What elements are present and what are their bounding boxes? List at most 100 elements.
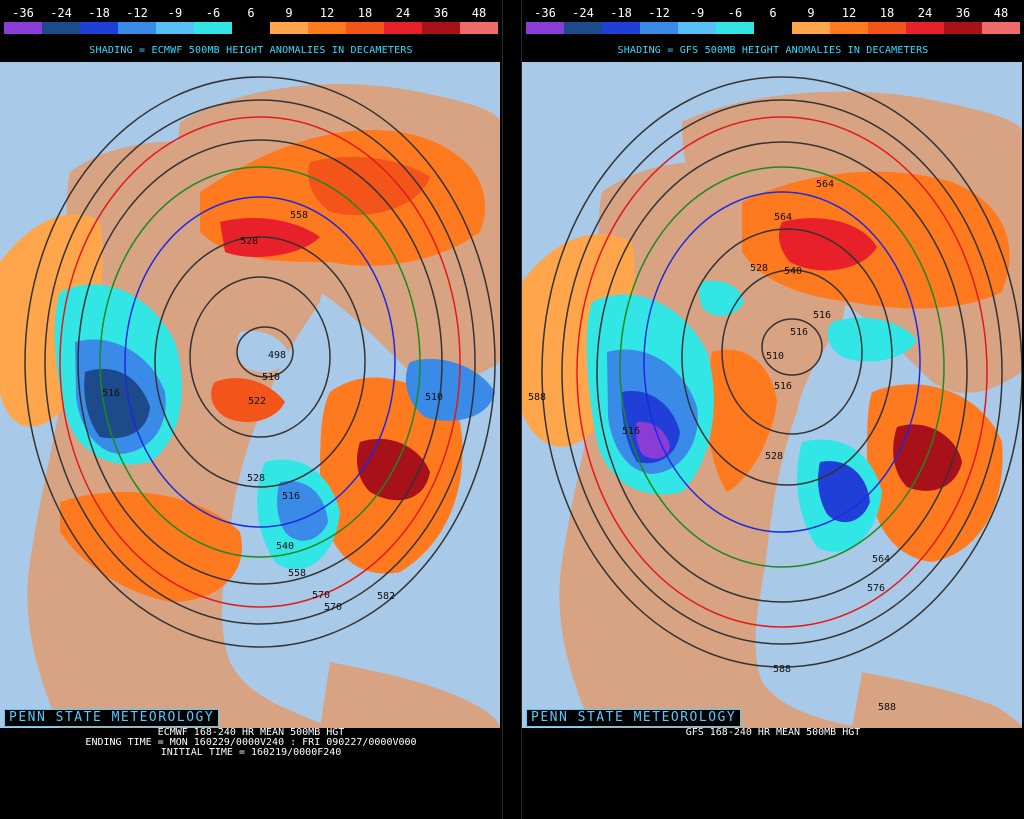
colorbar-label: 9: [285, 6, 293, 20]
ecmwf-panel: -36 -24 -18 -12 -9 -6 6 9 12 18 24 36 48…: [0, 0, 502, 819]
positive-anomaly-north-east: [308, 157, 430, 216]
south-america-land: [852, 672, 1022, 728]
colorbar-label: -36: [12, 6, 34, 20]
contour-line: [24, 76, 496, 648]
contour-label: 510: [425, 392, 443, 403]
contour-label: 540: [276, 541, 294, 552]
colorbar-label: -6: [727, 6, 743, 20]
contour-line: [721, 269, 863, 435]
contour-label: 510: [262, 372, 280, 383]
footer-line: ECMWF 168-240 HR MEAN 500MB HGT: [157, 727, 345, 738]
colorbar-swatch: [678, 22, 716, 34]
colorbar-label: -9: [167, 6, 183, 20]
colorbar-swatch: [830, 22, 868, 34]
negative-anomaly-south-core: [818, 461, 870, 523]
contour-line: [596, 141, 968, 603]
colorbar-swatch: [42, 22, 80, 34]
contour-line: [561, 99, 1003, 645]
colorbar-swatch: [4, 22, 42, 34]
contour-line: [236, 326, 294, 378]
colorbar-swatch: [384, 22, 422, 34]
ecmwf-anomaly-map: 558 528 510 498 522 516 528 516 582 570 …: [0, 62, 500, 728]
contour-label: 516: [790, 327, 808, 338]
contour-line: [77, 139, 443, 585]
colorbar-label: -36: [534, 6, 556, 20]
contour-label: 558: [290, 210, 308, 221]
colorbar-swatch: [944, 22, 982, 34]
colorbar-label: 18: [879, 6, 895, 20]
colorbar-swatch: [640, 22, 678, 34]
colorbar-label: 12: [841, 6, 857, 20]
colorbar-label: 12: [319, 6, 335, 20]
colorbar-swatch: [602, 22, 640, 34]
height-contours: [24, 76, 496, 648]
footer-line: GFS 168-240 HR MEAN 500MB HGT: [685, 727, 861, 738]
positive-anomaly-atlantic-core: [893, 424, 962, 491]
colorbar-label: 9: [807, 6, 815, 20]
contour-label: 528: [240, 236, 258, 247]
colorbar-label: -12: [648, 6, 670, 20]
contour-label: 588: [528, 392, 546, 403]
contour-540-line: [619, 166, 945, 568]
footer-line: INITIAL TIME = 160219/0000F240: [160, 747, 342, 758]
contour-label: 570: [324, 602, 342, 613]
south-america-land: [320, 662, 500, 728]
negative-anomaly-pole: [236, 330, 290, 373]
negative-anomaly-west-deep: [636, 421, 670, 459]
colorbar-label: -9: [689, 6, 705, 20]
contour-label: 588: [773, 664, 791, 675]
negative-anomaly-south-core: [277, 481, 328, 541]
contour-576-line: [576, 116, 988, 628]
colorbar-swatch: [270, 22, 308, 34]
colorbar-label: -24: [50, 6, 72, 20]
positive-anomaly-center-ridge: [707, 349, 777, 492]
colorbar-label: 18: [357, 6, 373, 20]
contour-labels: 558 528 510 498 522 516 528 516 582 570 …: [102, 210, 443, 613]
contour-528-line: [124, 196, 396, 528]
brand-label: PENN STATE METEOROLOGY: [4, 709, 220, 727]
contour-label: 528: [750, 263, 768, 274]
colorbar-swatch: [422, 22, 460, 34]
colorbar-label: -18: [610, 6, 632, 20]
contour-label: 510: [766, 351, 784, 362]
negative-anomaly-north-center: [827, 317, 917, 362]
colorbar-label: 6: [247, 6, 255, 20]
contour-label: 522: [248, 396, 266, 407]
colorbar-swatch: [156, 22, 194, 34]
colorbar-label: -6: [205, 6, 221, 20]
colorbar-swatch: [346, 22, 384, 34]
contour-label: 540: [784, 266, 802, 277]
contour-label: 576: [867, 583, 885, 594]
colorbar-swatch: [716, 22, 754, 34]
gfs-anomaly-map: 564 564 528 540 516 516 510 516 528 564 …: [522, 62, 1022, 728]
map-canvas: 564 564 528 540 516 516 510 516 528 564 …: [522, 76, 1022, 728]
contour-528-line: [643, 191, 921, 533]
colorbar-label: 48: [471, 6, 487, 20]
colorbar-labels: -36 -24 -18 -12 -9 -6 6 9 12 18 24 36 48: [526, 5, 1020, 21]
panel-divider: [502, 0, 522, 819]
contour-line: [761, 318, 823, 376]
colorbar-swatch: [118, 22, 156, 34]
contour-label: 588: [878, 702, 896, 713]
colorbar-swatch: [460, 22, 498, 34]
colorbar: [526, 22, 1020, 34]
contour-label: 516: [622, 426, 640, 437]
colorbar-labels: -36 -24 -18 -12 -9 -6 6 9 12 18 24 36 48: [4, 5, 498, 21]
colorbar-swatch: [754, 22, 792, 34]
height-contours: [541, 76, 1022, 668]
shading-label: SHADING = ECMWF 500MB HEIGHT ANOMALIES I…: [89, 45, 413, 56]
contour-label: 528: [765, 451, 783, 462]
contour-label: 558: [288, 568, 306, 579]
contour-label: 498: [268, 350, 286, 361]
contour-label: 570: [312, 590, 330, 601]
contour-line: [154, 236, 366, 488]
contour-540-line: [99, 166, 421, 558]
shading-label: SHADING = GFS 500MB HEIGHT ANOMALIES IN …: [617, 45, 929, 56]
contour-labels: 564 564 528 540 516 516 510 516 528 564 …: [528, 179, 896, 713]
contour-label: 564: [872, 554, 890, 565]
colorbar-label: -18: [88, 6, 110, 20]
colorbar-label: 36: [955, 6, 971, 20]
map-footer: GFS 168-240 HR MEAN 500MB HGT: [522, 728, 1024, 738]
contour-label: 564: [774, 212, 792, 223]
contour-line: [44, 99, 476, 625]
